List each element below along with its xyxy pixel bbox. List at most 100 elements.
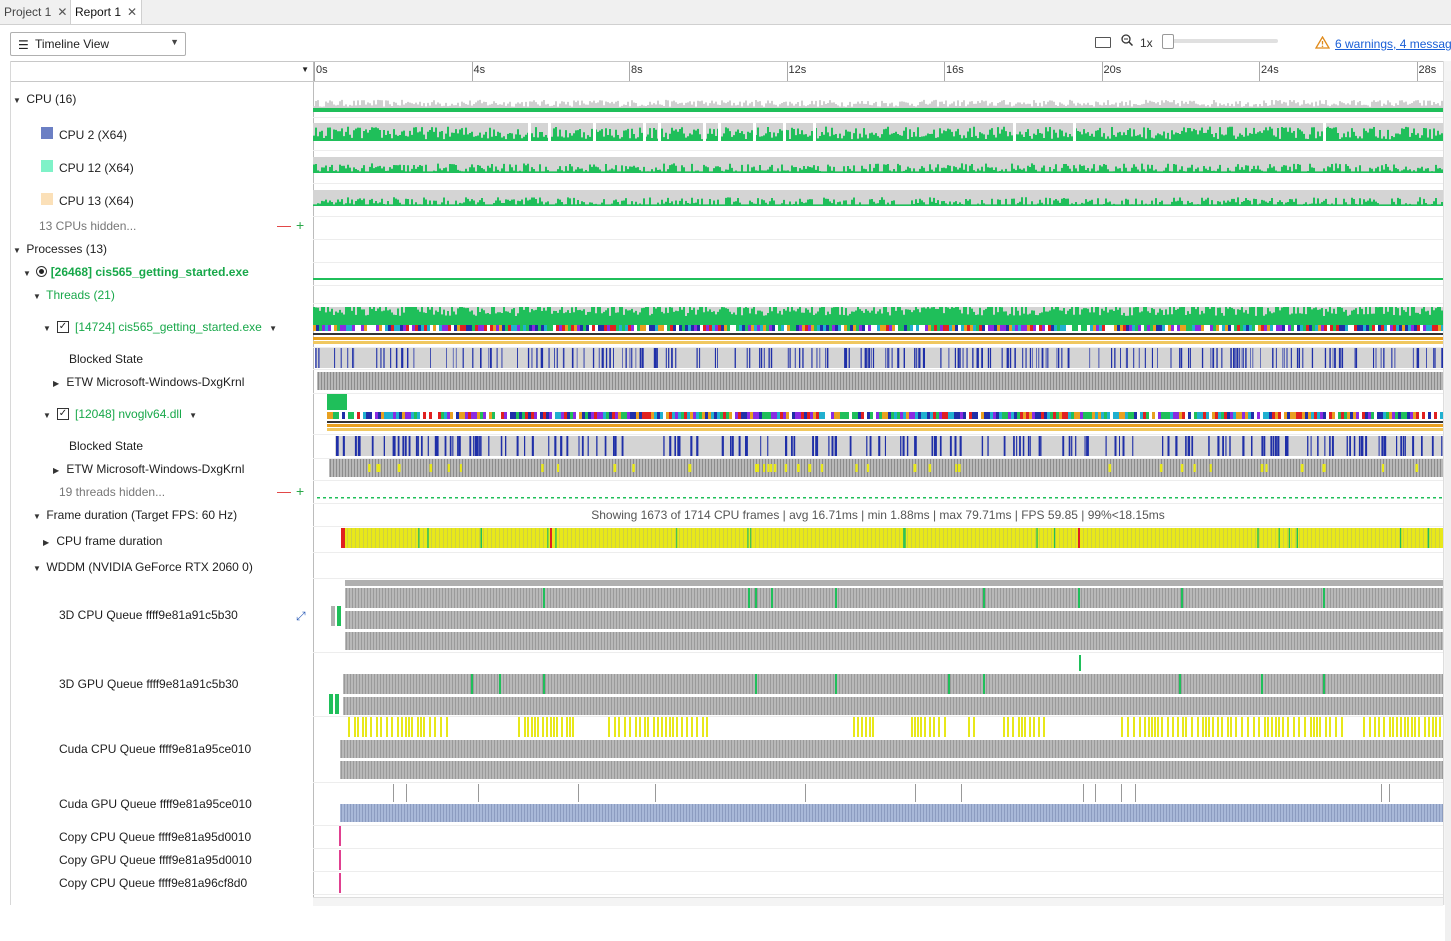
queue-cuda-cpu[interactable]: Cuda CPU Queue ffff9e81a95ce010 bbox=[59, 742, 252, 756]
thread-1-name[interactable]: [14724] cis565_getting_started.exe ▼ bbox=[75, 320, 277, 334]
thread-1-etw[interactable]: ▶ ETW Microsoft-Windows-DxgKrnl bbox=[53, 375, 244, 389]
tree-cpu-13[interactable]: CPU 13 (X64) bbox=[59, 194, 134, 208]
thread-2-name[interactable]: [12048] nvoglv64.dll ▼ bbox=[75, 407, 197, 421]
thread-state-strip bbox=[1395, 412, 1398, 419]
track-background bbox=[315, 348, 1443, 368]
thread-state-strip bbox=[1086, 412, 1089, 419]
queue-3d-gpu[interactable]: 3D GPU Queue ffff9e81a91c5b30 bbox=[59, 677, 239, 691]
chevron-down-icon[interactable]: ▼ bbox=[269, 324, 278, 333]
expand-arrow-icon[interactable]: ▼ bbox=[33, 564, 41, 573]
tree-processes-group[interactable]: ▼ Processes (13) bbox=[13, 242, 107, 256]
thread-state-strip bbox=[1018, 325, 1021, 331]
time-ruler[interactable]: 0s 4s 8s 12s 16s 20s 24s 28s bbox=[313, 61, 1443, 82]
zoom-level: 1x bbox=[1140, 36, 1153, 50]
tree-frame-duration[interactable]: ▼ Frame duration (Target FPS: 60 Hz) bbox=[33, 508, 237, 522]
queue-packet bbox=[1121, 784, 1122, 802]
queue-copy-cpu-2[interactable]: Copy CPU Queue ffff9e81a96cf8d0 bbox=[59, 876, 248, 890]
tree-cpu-frame-duration[interactable]: ▶ CPU frame duration bbox=[43, 534, 162, 548]
expand-arrow-icon[interactable]: ▼ bbox=[33, 292, 41, 301]
ruler-tick bbox=[629, 62, 630, 81]
expand-arrow-icon[interactable]: ▼ bbox=[43, 411, 51, 420]
thread-state-strip bbox=[840, 412, 843, 419]
expand-arrow-icon[interactable]: ▼ bbox=[43, 324, 51, 333]
tree-threads-group[interactable]: ▼ Threads (21) bbox=[33, 288, 115, 302]
thread-state-strip bbox=[430, 325, 433, 331]
thread-1-blocked-state[interactable]: Blocked State bbox=[69, 352, 144, 366]
keyboard-icon[interactable] bbox=[1095, 37, 1111, 48]
queue-cuda-gpu[interactable]: Cuda GPU Queue ffff9e81a95ce010 bbox=[59, 797, 252, 811]
expand-plus-icon[interactable]: + bbox=[296, 483, 305, 499]
expand-arrow-icon[interactable]: ▼ bbox=[23, 269, 31, 278]
tab-label: Project 1 bbox=[4, 5, 52, 19]
expand-arrow-icon[interactable]: ▼ bbox=[13, 246, 21, 255]
view-selector[interactable]: ☰ Timeline View ▼ bbox=[10, 32, 186, 56]
cuda-burst bbox=[1404, 717, 1406, 737]
tree-cpu-2[interactable]: CPU 2 (X64) bbox=[59, 128, 128, 142]
queue-3d-cpu[interactable]: 3D CPU Queue ffff9e81a91c5b30 bbox=[59, 608, 238, 622]
thread-state-strip bbox=[1377, 412, 1380, 419]
tree-cpu-group[interactable]: ▼ CPU (16) bbox=[13, 92, 76, 106]
chevron-down-icon[interactable]: ▼ bbox=[189, 411, 198, 420]
tree-wddm[interactable]: ▼ WDDM (NVIDIA GeForce RTX 2060 0) bbox=[33, 560, 253, 574]
expand-arrow-icon[interactable]: ▶ bbox=[53, 466, 60, 475]
queue-copy-gpu[interactable]: Copy GPU Queue ffff9e81a95d0010 bbox=[59, 853, 252, 867]
zoom-slider-thumb[interactable] bbox=[1162, 34, 1174, 49]
warnings-link[interactable]: 6 warnings, 4 messages bbox=[1335, 37, 1451, 51]
thread-state-strip bbox=[405, 412, 408, 419]
threads-hidden-label[interactable]: 19 threads hidden... bbox=[59, 485, 166, 499]
cpus-hidden-label[interactable]: 13 CPUs hidden... bbox=[39, 219, 137, 233]
cuda-burst bbox=[686, 717, 688, 737]
thread-state-strip bbox=[367, 325, 370, 331]
expand-diagonal-icon[interactable]: ⤢ bbox=[296, 609, 306, 623]
tree-process[interactable]: ▼ [26468] cis565_getting_started.exe bbox=[23, 265, 249, 279]
tree-thread-2[interactable]: ▼ bbox=[43, 407, 53, 421]
thread-state-strip bbox=[885, 412, 888, 419]
thread-state-strip bbox=[1087, 325, 1090, 331]
thread-checkbox[interactable]: ✓ bbox=[57, 321, 69, 333]
queue-packet bbox=[1135, 784, 1136, 802]
thread-state-strip bbox=[516, 412, 519, 419]
thread-checkbox[interactable]: ✓ bbox=[57, 408, 69, 420]
thread-state-strip bbox=[550, 325, 553, 331]
tab-report-1[interactable]: Report 1 ✕ bbox=[70, 0, 143, 24]
collapse-minus-icon[interactable]: — bbox=[277, 483, 291, 499]
thread-state-strip bbox=[427, 325, 430, 331]
expand-arrow-icon[interactable]: ▼ bbox=[13, 96, 21, 105]
tree-cpu-12[interactable]: CPU 12 (X64) bbox=[59, 161, 134, 175]
thread-state-strip bbox=[369, 412, 372, 419]
thread-2-blocked-state[interactable]: Blocked State bbox=[69, 439, 144, 453]
timeline-tracks[interactable] bbox=[313, 81, 1443, 897]
thread-state-strip bbox=[1194, 412, 1197, 419]
zoom-icon[interactable] bbox=[1121, 34, 1133, 46]
tab-project-1[interactable]: Project 1 ✕ bbox=[0, 0, 71, 24]
horizontal-scrollbar[interactable] bbox=[313, 897, 1443, 906]
thread-state-strip bbox=[322, 325, 325, 331]
chevron-down-icon[interactable]: ▼ bbox=[301, 65, 309, 74]
expand-plus-icon[interactable]: + bbox=[296, 217, 305, 233]
thread-2-etw[interactable]: ▶ ETW Microsoft-Windows-DxgKrnl bbox=[53, 462, 244, 476]
thread-state-strip bbox=[1275, 412, 1278, 419]
close-icon[interactable]: ✕ bbox=[57, 5, 68, 19]
thread-state-strip bbox=[1420, 325, 1423, 331]
cuda-burst bbox=[1197, 717, 1199, 737]
tree-thread-1[interactable]: ▼ bbox=[43, 320, 53, 334]
queue-copy-cpu-1[interactable]: Copy CPU Queue ffff9e81a95d0010 bbox=[59, 830, 252, 844]
thread-state-strip bbox=[1207, 325, 1210, 331]
radio-icon[interactable] bbox=[36, 266, 48, 277]
thread-state-strip bbox=[684, 412, 687, 419]
thread-state-strip bbox=[1221, 412, 1224, 419]
thread-state-strip bbox=[739, 325, 742, 331]
expand-arrow-icon[interactable]: ▶ bbox=[43, 538, 50, 547]
zoom-slider[interactable] bbox=[1162, 34, 1278, 49]
queue-row bbox=[345, 580, 1443, 586]
close-icon[interactable]: ✕ bbox=[127, 5, 138, 19]
cuda-burst bbox=[348, 717, 350, 737]
scrollbar-thumb[interactable] bbox=[1445, 81, 1451, 941]
vertical-scrollbar[interactable] bbox=[1443, 61, 1451, 941]
collapse-minus-icon[interactable]: — bbox=[277, 217, 291, 233]
expand-arrow-icon[interactable]: ▶ bbox=[53, 379, 60, 388]
thread-state-strip bbox=[1288, 325, 1291, 331]
thread-state-strip bbox=[1273, 325, 1276, 331]
thread-state-strip bbox=[1066, 325, 1069, 331]
expand-arrow-icon[interactable]: ▼ bbox=[33, 512, 41, 521]
